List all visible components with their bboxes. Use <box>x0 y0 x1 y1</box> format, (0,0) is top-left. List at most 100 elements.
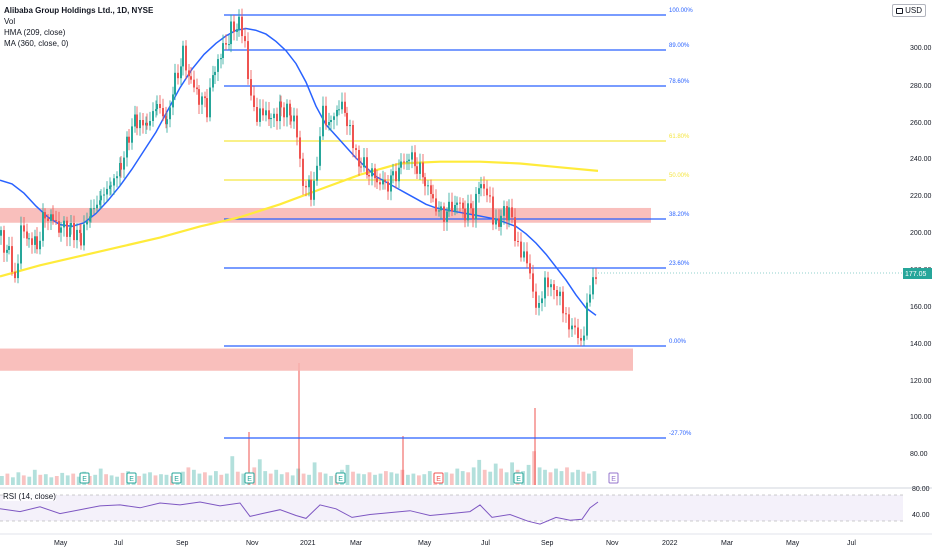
candle-body <box>500 215 502 227</box>
volume-spike <box>298 363 300 485</box>
volume-spike <box>534 408 536 485</box>
candle-body <box>131 126 133 143</box>
price-tick-label: 80.00 <box>910 451 928 458</box>
volume-bar <box>378 473 383 485</box>
volume-bar <box>43 474 48 485</box>
candle-body <box>328 122 330 126</box>
volume-bar <box>318 472 322 485</box>
candle-body <box>523 251 525 258</box>
volume-bar <box>230 456 235 485</box>
candle-body <box>398 167 400 182</box>
candle-body <box>76 229 78 241</box>
volume-bar <box>208 475 213 485</box>
volume-bar <box>203 472 207 485</box>
candle-body <box>201 96 203 105</box>
candle-body <box>376 178 378 183</box>
earnings-marker-label: E <box>247 476 252 483</box>
volume-bar <box>214 471 218 485</box>
price-tick-label: 160.00 <box>910 304 932 311</box>
candle-body <box>8 246 10 250</box>
rsi-tick-label: 80.00 <box>912 486 930 493</box>
time-axis: May Jul Sep Nov 2021 Mar May Jul Sep Nov 2022 Mar Ma… <box>0 533 932 547</box>
candle-body <box>96 204 98 209</box>
last-price-badge <box>903 268 932 279</box>
candle-body <box>146 122 148 126</box>
volume-bar <box>98 468 103 485</box>
candle-body <box>416 166 418 174</box>
volume-bar <box>109 475 114 485</box>
volume-bar <box>559 471 564 485</box>
volume-bar <box>148 472 152 485</box>
volume-bar <box>592 471 597 485</box>
candle-body <box>446 211 448 222</box>
volume-bar <box>581 471 586 485</box>
candle-body <box>495 218 497 225</box>
volume-bar <box>93 474 98 485</box>
candle-body <box>113 178 115 186</box>
volume-spike <box>248 432 250 485</box>
candle-body <box>152 111 154 121</box>
candle-body <box>214 71 216 76</box>
volume-bar <box>65 475 70 485</box>
volume-bar <box>323 473 328 485</box>
volume-bar <box>373 474 377 485</box>
time-tick-label: Jul <box>847 540 856 547</box>
earnings-marker <box>608 472 619 484</box>
candle-body <box>489 195 491 197</box>
volume-bar <box>345 464 350 485</box>
time-tick-label: Nov <box>246 540 259 547</box>
price-tick-label: 140.00 <box>910 341 932 348</box>
time-tick-label: Nov <box>606 540 619 547</box>
candle-body <box>289 103 291 116</box>
volume-bar <box>5 473 10 485</box>
candle-body <box>244 36 246 42</box>
currency-button[interactable]: USD <box>892 4 926 17</box>
candle-body <box>532 273 534 292</box>
candle-body <box>589 294 591 303</box>
candle-body <box>28 238 30 240</box>
candle-body <box>58 221 60 233</box>
earnings-marker-label: E <box>436 476 441 483</box>
candle-body <box>422 162 424 178</box>
supply-demand-zone <box>0 207 651 223</box>
volume-bar <box>285 472 290 485</box>
candle-body <box>188 70 190 77</box>
price-tick-label: 300.00 <box>910 45 932 52</box>
candle-body <box>568 314 570 330</box>
candle-body <box>136 114 138 129</box>
candle-body <box>169 107 171 120</box>
time-tick-label: 2022 <box>662 540 678 547</box>
candle-body <box>228 44 230 46</box>
candle-body <box>456 202 458 205</box>
candle-body <box>109 185 111 189</box>
fib-level-label: 100.00% <box>669 8 693 14</box>
candle-body <box>256 107 258 122</box>
candle-body <box>492 196 494 225</box>
volume-bar <box>279 474 284 485</box>
volume-bar <box>427 471 432 485</box>
candle-body <box>379 182 381 185</box>
candle-body <box>90 208 92 217</box>
candle-body <box>349 125 351 127</box>
candle-body <box>20 225 22 264</box>
volume-bar <box>576 469 580 485</box>
candle-body <box>262 108 264 116</box>
fib-level-label: 61.80% <box>669 134 690 140</box>
volume-bar <box>11 477 15 485</box>
candle-body <box>308 179 310 188</box>
volume-bar <box>510 462 514 485</box>
legend-hma: HMA (209, close) <box>4 28 66 37</box>
candle-body <box>574 325 576 328</box>
volume-bar <box>164 474 169 485</box>
candle-body <box>406 161 408 163</box>
earnings-marker <box>126 472 137 484</box>
candle-body <box>73 223 75 241</box>
fib-level-label: 78.60% <box>669 79 690 85</box>
candle-body <box>355 148 357 150</box>
volume-bar <box>38 474 43 485</box>
candle-body <box>577 327 579 338</box>
candle-body <box>414 152 416 167</box>
earnings-marker-label: E <box>129 476 134 483</box>
candle-body <box>182 45 184 67</box>
